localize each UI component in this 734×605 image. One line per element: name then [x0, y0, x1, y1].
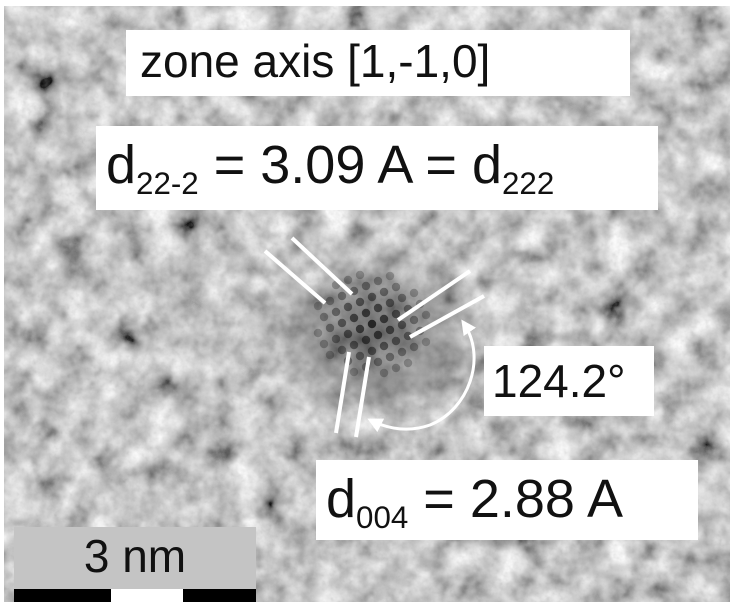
- lattice-spot: [373, 276, 383, 286]
- lattice-spot: [373, 357, 383, 367]
- lattice-spot: [391, 336, 401, 346]
- lattice-spot: [343, 329, 353, 339]
- lattice-spot: [337, 291, 347, 301]
- lattice-spot: [349, 286, 359, 296]
- d-spacing-004-label: d004 = 2.88 A: [316, 460, 698, 540]
- lattice-spot: [373, 330, 383, 340]
- scale-bar-text: 3 nm: [83, 530, 187, 582]
- lattice-spot: [349, 367, 359, 377]
- zone-axis-label: zone axis [1,-1,0]: [126, 30, 630, 96]
- lattice-spot: [397, 347, 407, 357]
- lattice-spot: [367, 319, 377, 329]
- lattice-spot: [349, 340, 359, 350]
- lattice-spot: [325, 296, 335, 306]
- lattice-spot: [355, 297, 365, 307]
- lattice-spot: [409, 288, 419, 298]
- lattice-spot: [397, 320, 407, 330]
- lattice-spot: [355, 270, 365, 280]
- d22-value-text: = 3.09 A = d: [198, 135, 502, 195]
- lattice-spot: [391, 282, 401, 292]
- d004-subscript: 004: [356, 499, 409, 535]
- d-symbol: d: [106, 135, 137, 195]
- lattice-spot: [343, 356, 353, 366]
- lattice-spot: [343, 302, 353, 312]
- lattice-spot: [391, 309, 401, 319]
- scale-bar-label-box: 3 nm: [14, 527, 256, 589]
- angle-label: 124.2°: [484, 346, 654, 416]
- lattice-spot: [319, 312, 329, 322]
- lattice-spot: [313, 328, 323, 338]
- lattice-spot: [361, 281, 371, 291]
- lattice-spot: [337, 345, 347, 355]
- lattice-spot: [313, 301, 323, 311]
- lattice-spot: [331, 334, 341, 344]
- d-spacing-222-label: d22-2 = 3.09 A = d222: [96, 126, 658, 210]
- d22-2-subscript: 22-2: [136, 165, 199, 201]
- lattice-spot: [403, 331, 413, 341]
- lattice-spot: [385, 325, 395, 335]
- lattice-spot: [349, 313, 359, 323]
- lattice-spot: [325, 323, 335, 333]
- lattice-spot: [379, 368, 389, 378]
- lattice-spot: [325, 350, 335, 360]
- lattice-spot: [403, 358, 413, 368]
- lattice-spot: [379, 341, 389, 351]
- lattice-spot: [361, 335, 371, 345]
- lattice-spot: [403, 304, 413, 314]
- scale-bar-segment: [111, 589, 183, 602]
- scale-bar: [14, 589, 256, 602]
- lattice-spot: [397, 293, 407, 303]
- image-frame: [4, 6, 730, 602]
- lattice-spot: [379, 314, 389, 324]
- lattice-spot: [331, 307, 341, 317]
- lattice-spot: [319, 339, 329, 349]
- lattice-spot: [355, 351, 365, 361]
- d-symbol: d: [326, 469, 357, 529]
- lattice-spot: [343, 275, 353, 285]
- d004-value-text: = 2.88 A: [408, 469, 623, 529]
- lattice-spot: [379, 287, 389, 297]
- lattice-spot: [361, 308, 371, 318]
- lattice-spot: [415, 326, 425, 336]
- lattice-spot: [355, 324, 365, 334]
- lattice-spot: [373, 303, 383, 313]
- d222-subscript: 222: [502, 165, 555, 201]
- lattice-spot: [331, 280, 341, 290]
- lattice-spot: [409, 315, 419, 325]
- lattice-spot: [367, 292, 377, 302]
- lattice-spot: [409, 342, 419, 352]
- lattice-spot: [385, 271, 395, 281]
- lattice-spot: [415, 299, 425, 309]
- lattice-spot: [391, 363, 401, 373]
- lattice-spot: [361, 362, 371, 372]
- angle-text: 124.2°: [492, 355, 626, 407]
- lattice-spot: [337, 318, 347, 328]
- zone-axis-text: zone axis [1,-1,0]: [140, 35, 491, 87]
- lattice-spot: [385, 352, 395, 362]
- lattice-spot: [421, 337, 431, 347]
- lattice-spot: [421, 310, 431, 320]
- lattice-spot: [367, 346, 377, 356]
- lattice-spot: [385, 298, 395, 308]
